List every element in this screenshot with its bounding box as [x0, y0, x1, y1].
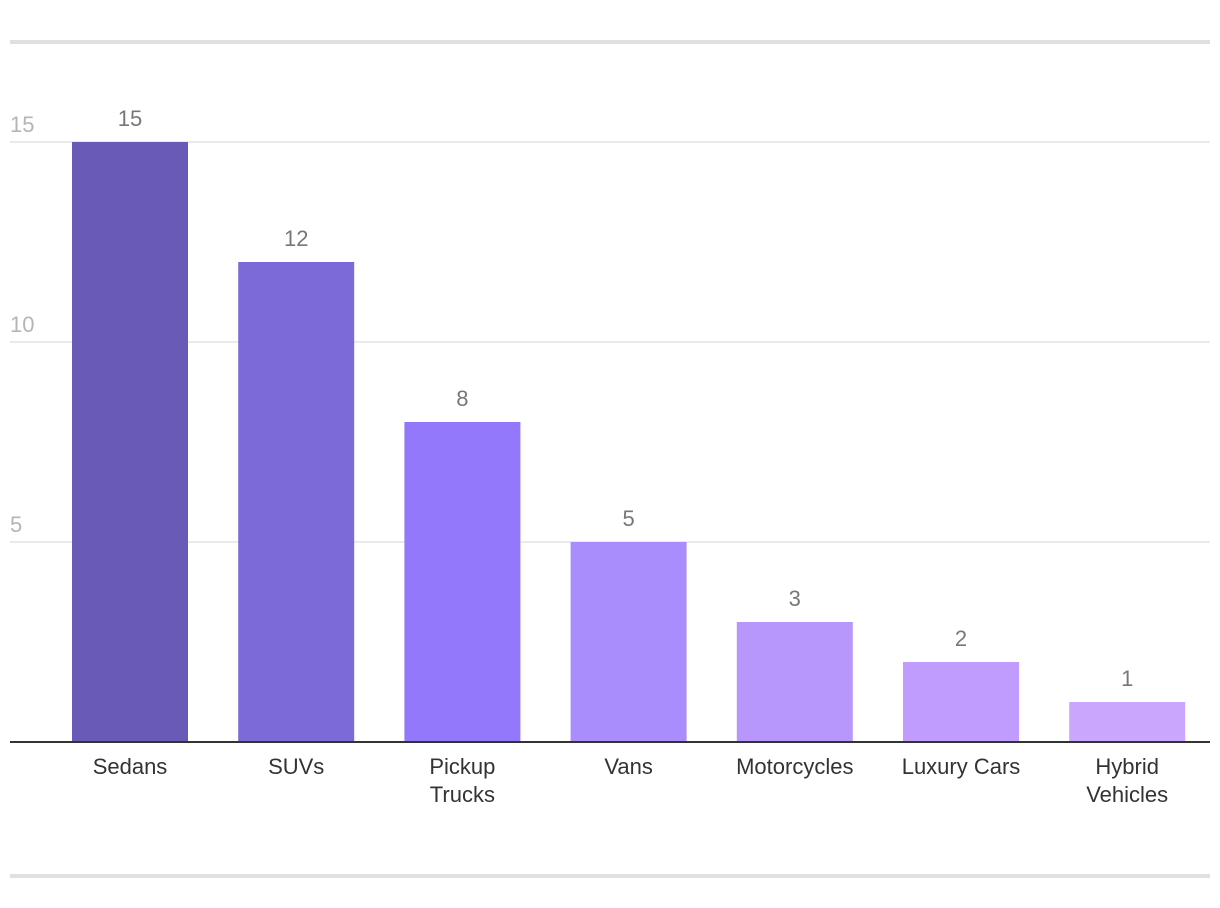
- value-label: 1: [1121, 666, 1133, 691]
- bar-suvs: [238, 262, 355, 742]
- gridlines: [10, 141, 1210, 543]
- x-axis-labels: Sedans SUVs Pickup Trucks Vans Motorcycles Lux…: [93, 754, 1168, 807]
- bottom-divider: [10, 874, 1210, 878]
- value-label: 3: [789, 586, 801, 611]
- x-tick-label: Vans: [604, 754, 653, 779]
- value-label: 5: [622, 506, 634, 531]
- x-tick-label: Sedans: [93, 754, 168, 779]
- bar-pickup-trucks: [404, 422, 521, 742]
- y-axis-ticks: 5 10 15: [10, 112, 34, 537]
- value-label: 12: [284, 226, 308, 251]
- x-tick-label: Pickup Trucks: [429, 754, 495, 807]
- y-tick-label: 15: [10, 112, 34, 137]
- value-label: 2: [955, 626, 967, 651]
- bars: [72, 142, 1186, 742]
- x-tick-label: Hybrid Vehicles: [1086, 754, 1168, 807]
- bar-hybrid-vehicles: [1069, 702, 1186, 742]
- bar-luxury-cars: [903, 662, 1019, 742]
- bar-sedans: [72, 142, 188, 742]
- value-label: 15: [118, 106, 142, 131]
- x-tick-label: Luxury Cars: [902, 754, 1021, 779]
- bar-motorcycles: [736, 622, 853, 742]
- x-tick-label: SUVs: [268, 754, 324, 779]
- value-labels: 15 12 8 5 3 2 1: [118, 106, 1134, 691]
- value-label: 8: [456, 386, 468, 411]
- bar-vans: [570, 542, 687, 742]
- y-tick-label: 5: [10, 512, 22, 537]
- y-tick-label: 10: [10, 312, 34, 337]
- x-tick-label: Motorcycles: [736, 754, 853, 779]
- top-divider: [10, 40, 1210, 44]
